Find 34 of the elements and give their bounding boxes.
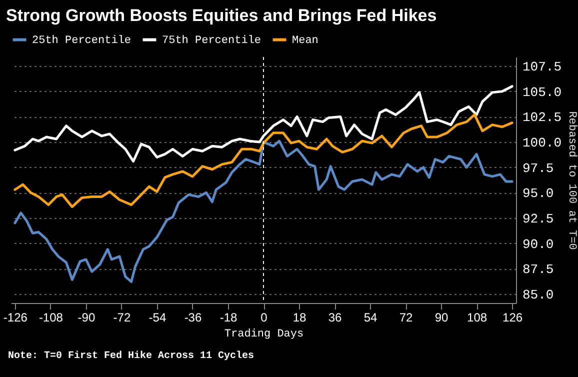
x-axis-title: Trading Days [224, 328, 304, 340]
text: Note: T=0 First Fed Hike Across 11 Cycles [8, 351, 254, 363]
chart-title: Strong Growth Boosts Equities and Brings Fed Hikes [6, 6, 437, 25]
x-tick-label: -108 [38, 310, 64, 324]
legend-label: 25th Percentile [32, 34, 132, 47]
x-tick-label: 108 [467, 310, 488, 324]
x-tick-label: -36 [184, 310, 202, 324]
y-tick-label: 97.5 [522, 160, 554, 176]
x-tick-label: 36 [328, 310, 342, 324]
x-tick-label: 72 [399, 310, 414, 324]
x-tick-label: 18 [292, 310, 306, 324]
legend-label: Mean [292, 34, 318, 47]
x-tick-label: 126 [502, 310, 523, 324]
y-tick-label: 105.0 [522, 84, 562, 100]
y-tick-label: 102.5 [522, 110, 562, 126]
y-tick-label: 95.0 [522, 186, 554, 202]
x-tick-label: -18 [220, 310, 238, 324]
x-tick-label: 90 [434, 310, 449, 324]
x-tick-label: -90 [78, 310, 96, 324]
legend-label: 75th Percentile [162, 34, 262, 47]
line-series [14, 140, 514, 283]
y-tick-label: 92.5 [522, 211, 554, 226]
x-tick-label: -72 [113, 310, 131, 324]
x-tick-label: 54 [364, 310, 378, 324]
y-axis-title: Rebased to 100 at T=0 [566, 111, 578, 250]
y-tick-label: 100.0 [522, 136, 562, 151]
y-tick-label: 87.5 [522, 262, 554, 278]
x-tick-label: -126 [3, 310, 28, 324]
x-tick-label: 0 [260, 310, 268, 324]
y-tick-label: 85.0 [522, 287, 554, 302]
y-tick-label: 90.0 [522, 236, 554, 252]
y-tick-label: 107.5 [522, 60, 562, 75]
x-tick-label: -54 [148, 310, 166, 324]
line-series [14, 113, 514, 208]
